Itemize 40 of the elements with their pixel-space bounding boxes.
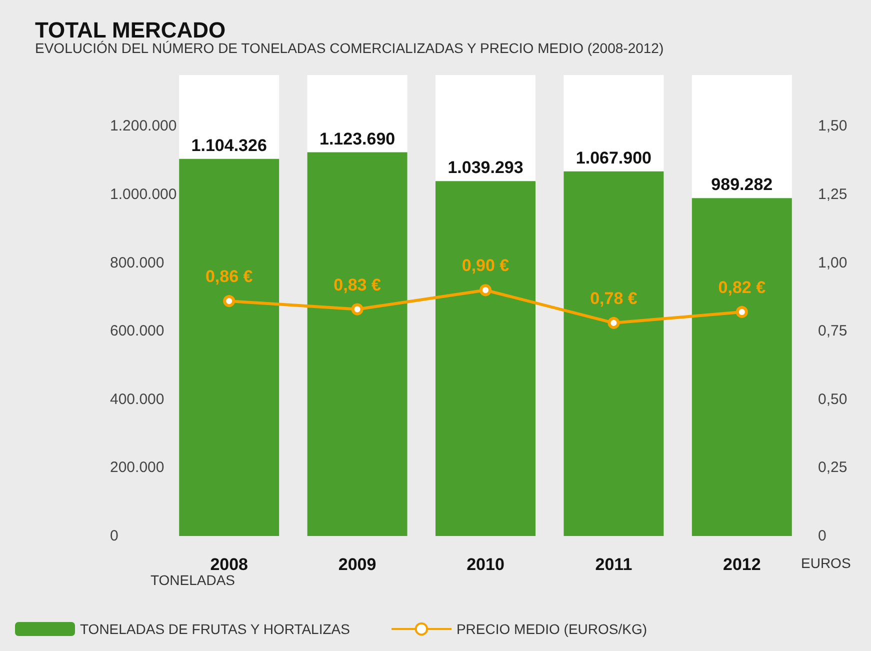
point — [223, 295, 236, 308]
y2-tick-label: 1,50 — [818, 118, 848, 135]
point — [480, 284, 492, 296]
data-label: 0,78 € — [590, 288, 638, 308]
x-tick-label: 2008 — [210, 555, 248, 574]
y2-tick-label: 0 — [818, 528, 826, 544]
y2-tick-label: 0,50 — [818, 390, 848, 408]
chart-subtitle: EVOLUCIÓN DEL NÚMERO DE TONELADAS COMERCIALIZADAS Y PRECIO MEDIO (2008-2012) — [35, 40, 664, 56]
y-tick-label: 200.000 — [110, 459, 164, 476]
y-tick-label: 1.000.000 — [110, 186, 177, 204]
y-tick-label: 400.000 — [110, 390, 164, 408]
x-tick-label: 2011 — [595, 555, 632, 574]
y-tick-label: 600.000 — [110, 322, 164, 340]
data-label: 989.282 — [711, 175, 773, 194]
x-tick-label: 2009 — [338, 555, 376, 574]
data-label: 0,83 € — [334, 275, 382, 294]
legend-label: PRECIO MEDIO (EUROS/KG) — [456, 621, 648, 637]
y2-axis-title: EUROS — [801, 555, 851, 571]
point — [608, 316, 620, 329]
y-axis-title: TONELADAS — [150, 572, 235, 588]
data-label: 0,82 € — [718, 278, 766, 297]
y2-tick-label: 1,25 — [818, 186, 848, 204]
x-tick-label: 2012 — [722, 555, 761, 574]
y2-tick-label: 1,00 — [818, 254, 848, 272]
y-tick-label: 1.200.000 — [110, 118, 177, 135]
data-label: 1.104.326 — [191, 136, 267, 155]
legend-label: TONELADAS DE FRUTAS Y HORTALIZAS — [80, 621, 350, 637]
y2-tick-label: 0,25 — [818, 459, 848, 476]
y2-tick-label: 0,75 — [818, 322, 848, 340]
point — [736, 306, 748, 318]
data-label: 0,86 € — [205, 267, 254, 286]
y-tick-label: 800.000 — [110, 254, 164, 272]
point — [351, 303, 364, 316]
data-label: 1.039.293 — [448, 158, 524, 178]
data-label: 1.123.690 — [319, 129, 396, 148]
x-tick-label: 2010 — [466, 555, 504, 574]
data-label: 1.067.900 — [576, 148, 652, 168]
y-tick-label: 0 — [110, 528, 118, 544]
chart-title: TOTAL MERCADO — [35, 18, 226, 42]
data-label: 0,90 € — [462, 256, 510, 276]
